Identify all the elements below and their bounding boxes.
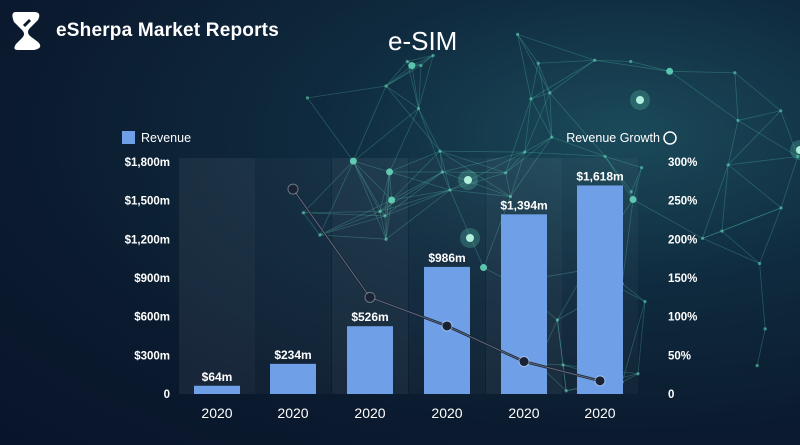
y-left-tick-label: $600m xyxy=(134,312,170,324)
esherpa-logo-icon xyxy=(12,12,41,50)
y-right-tick-label: 50% xyxy=(668,350,691,362)
brand: eSherpa Market Reports xyxy=(8,8,279,54)
growth-point xyxy=(442,321,452,331)
y-right-tick-label: 150% xyxy=(668,273,697,285)
bar-data-label: $234m xyxy=(274,348,311,362)
x-tick-label: 2020 xyxy=(201,405,232,421)
y-left-tick-label: 0 xyxy=(164,389,170,401)
x-tick-label: 2020 xyxy=(431,405,462,421)
x-tick-label: 2020 xyxy=(584,405,615,421)
bar xyxy=(424,266,470,394)
y-left-tick-label: $1,800m xyxy=(125,157,170,169)
bar-data-label: $526m xyxy=(351,310,388,324)
bar xyxy=(194,385,240,394)
bar-data-label: $64m xyxy=(202,370,233,384)
legend-revenue-swatch xyxy=(122,131,135,144)
growth-point xyxy=(519,357,529,367)
y-left-tick-label: $1,500m xyxy=(125,196,170,208)
bar-data-label: $1,618m xyxy=(576,169,623,183)
x-tick-label: 2020 xyxy=(277,405,308,421)
x-tick-label: 2020 xyxy=(354,405,385,421)
bar xyxy=(270,363,316,394)
y-right-tick-label: 250% xyxy=(668,196,697,208)
bar xyxy=(501,214,547,394)
y-right-tick-label: 0 xyxy=(668,389,674,401)
y-left-tick-label: $1,200m xyxy=(125,234,170,246)
bar-data-label: $986m xyxy=(428,251,465,265)
x-tick-label: 2020 xyxy=(508,405,539,421)
y-right-tick-label: 300% xyxy=(668,157,697,169)
y-right-tick-label: 100% xyxy=(668,312,697,324)
growth-point xyxy=(365,292,375,302)
y-left-tick-label: $900m xyxy=(134,273,170,285)
legend-growth-marker xyxy=(663,131,677,145)
growth-point xyxy=(288,184,298,194)
bar-data-label: $1,394m xyxy=(500,198,547,212)
y-right-tick-label: 200% xyxy=(668,234,697,246)
bar xyxy=(577,185,623,394)
y-left-tick-label: $300m xyxy=(134,350,170,362)
growth-point xyxy=(595,376,605,386)
page-title: e-SIM xyxy=(388,26,458,56)
legend-revenue-label: Revenue xyxy=(141,131,191,145)
brand-name: eSherpa Market Reports xyxy=(56,20,279,41)
bar xyxy=(347,326,393,394)
legend-growth-label: Revenue Growth xyxy=(566,131,660,145)
